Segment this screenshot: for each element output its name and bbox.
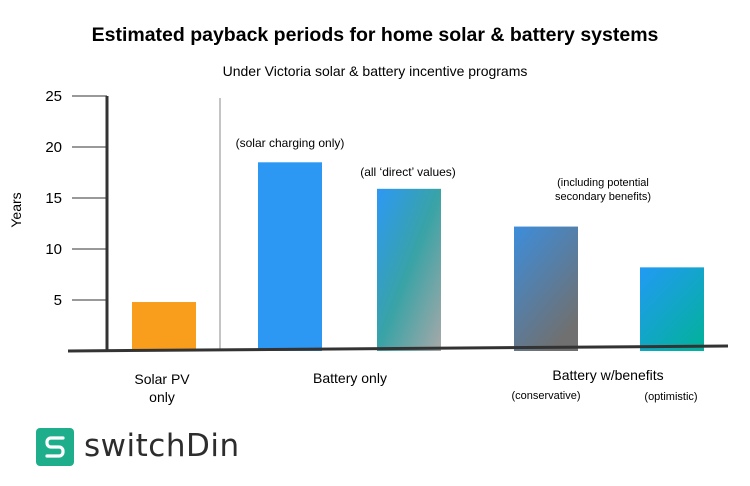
- group-label-solar-pv-line1: Solar PV: [134, 371, 190, 387]
- bar-note-1: (solar charging only): [236, 136, 345, 150]
- bar-0: [132, 302, 196, 351]
- group-label-battery-benefits: Battery w/benefits: [552, 367, 663, 383]
- chart-title: Estimated payback periods for home solar…: [92, 24, 659, 46]
- group-sublabel-conservative: (conservative): [511, 390, 580, 402]
- y-tick-label: 5: [54, 292, 62, 309]
- bar-1: [258, 162, 322, 351]
- bar-note-2: (all ‘direct’ values): [360, 165, 456, 179]
- bar-4: [640, 267, 704, 351]
- y-tick-label: 25: [45, 88, 62, 105]
- bar-note-3: secondary benefits): [555, 191, 651, 203]
- logo-wordmark: switchDin: [84, 428, 240, 464]
- y-tick-label: 15: [45, 190, 62, 207]
- s-icon: [36, 428, 74, 466]
- switchdin-logo: switchDin: [36, 428, 239, 466]
- bar-note-3: (including potential: [557, 177, 649, 189]
- group-label-solar-pv-line2: only: [149, 389, 175, 405]
- bar-3: [514, 226, 578, 351]
- y-tick-label: 10: [45, 241, 62, 258]
- group-sublabel-optimistic: (optimistic): [644, 391, 697, 403]
- y-tick-label: 20: [45, 139, 62, 156]
- chart-subtitle: Under Victoria solar & battery incentive…: [223, 63, 528, 79]
- y-axis-label: Years: [8, 192, 24, 227]
- bar-2: [377, 188, 441, 351]
- group-label-battery-only: Battery only: [313, 370, 387, 386]
- x-axis-line: [67, 344, 729, 353]
